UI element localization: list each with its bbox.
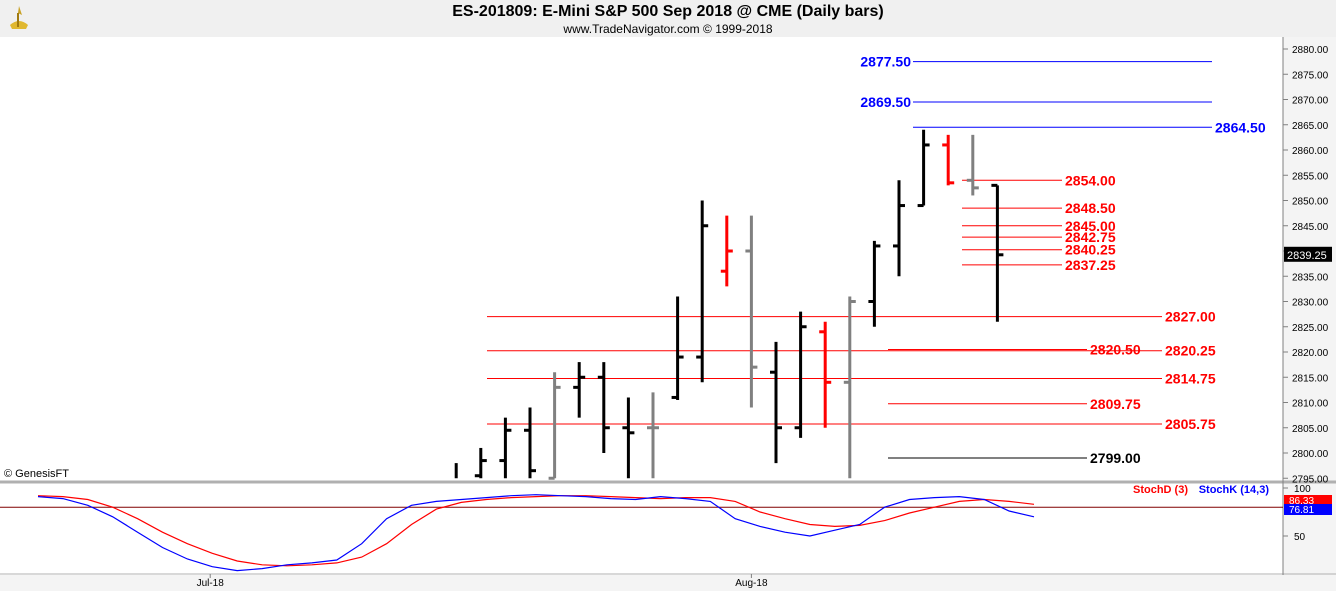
level-label: 2877.50: [860, 54, 911, 70]
stochd-value: 86.33: [1289, 496, 1314, 507]
level-label: 2840.25: [1065, 242, 1116, 258]
chart-background: [0, 37, 1336, 591]
data-credit: © GenesisFT: [4, 468, 69, 480]
price-tick-label: 2815.00: [1292, 373, 1329, 384]
price-tick-label: 2830.00: [1292, 298, 1329, 309]
level-label: 2820.25: [1165, 343, 1216, 359]
price-tick-label: 2800.00: [1292, 449, 1329, 460]
price-chart[interactable]: 2795.00 2800.00 2805.00 2810.00 2815.00 2820.…: [0, 37, 1336, 591]
price-tick-label: 2855.00: [1292, 171, 1329, 182]
last-price-label: 2839.25: [1287, 250, 1327, 262]
price-tick-label: 2845.00: [1292, 222, 1329, 233]
level-label: 2827.00: [1165, 309, 1216, 325]
date-tick-label: Aug-18: [735, 578, 768, 589]
date-axis-background: [0, 575, 1336, 591]
trade-navigator-logo-icon: [10, 6, 28, 29]
price-tick-label: 2825.00: [1292, 323, 1329, 334]
stochd-line: [37, 495, 1035, 567]
price-tick-label: 2810.00: [1292, 399, 1329, 410]
price-tick-label: 2865.00: [1292, 121, 1329, 132]
date-tick-label: Jul-18: [197, 578, 225, 589]
level-label: 2809.75: [1090, 396, 1141, 412]
stochd-legend: StochD (3): [1133, 484, 1188, 496]
stochk-line: [37, 494, 1035, 572]
stoch-tick-label: 100: [1294, 484, 1311, 495]
level-label: 2814.75: [1165, 371, 1216, 387]
price-tick-label: 2805.00: [1292, 424, 1329, 435]
stochk-value: 76.81: [1289, 505, 1314, 516]
level-label: 2820.50: [1090, 341, 1141, 357]
chart-subtitle: www.TradeNavigator.com © 1999-2018: [563, 22, 773, 36]
level-label: 2799.00: [1090, 450, 1141, 466]
stochd-value-box: [1284, 495, 1332, 506]
stochk-legend: StochK (14,3): [1199, 484, 1270, 496]
price-tick-label: 2870.00: [1292, 96, 1329, 107]
level-label: 2864.50: [1215, 119, 1266, 135]
price-tick-label: 2860.00: [1292, 146, 1329, 157]
level-label: 2805.75: [1165, 416, 1216, 432]
price-tick-label: 2835.00: [1292, 272, 1329, 283]
level-label: 2854.00: [1065, 172, 1116, 188]
price-tick-label: 2875.00: [1292, 70, 1329, 81]
last-price-box: [1284, 246, 1332, 262]
price-tick-label: 2880.00: [1292, 45, 1329, 56]
chart-title: ES-201809: E-Mini S&P 500 Sep 2018 @ CME…: [452, 3, 884, 20]
stochk-value-box: [1284, 504, 1332, 515]
stoch-tick-label: 50: [1294, 532, 1306, 543]
level-label: 2837.25: [1065, 257, 1116, 273]
price-tick-label: 2820.00: [1292, 348, 1329, 359]
level-label: 2869.50: [860, 94, 911, 110]
level-label: 2842.75: [1065, 229, 1116, 245]
price-tick-label: 2850.00: [1292, 197, 1329, 208]
level-label: 2848.50: [1065, 200, 1116, 216]
level-label: 2845.00: [1065, 218, 1116, 234]
chart-header: [0, 0, 1336, 37]
price-tick-label: 2795.00: [1292, 474, 1329, 485]
